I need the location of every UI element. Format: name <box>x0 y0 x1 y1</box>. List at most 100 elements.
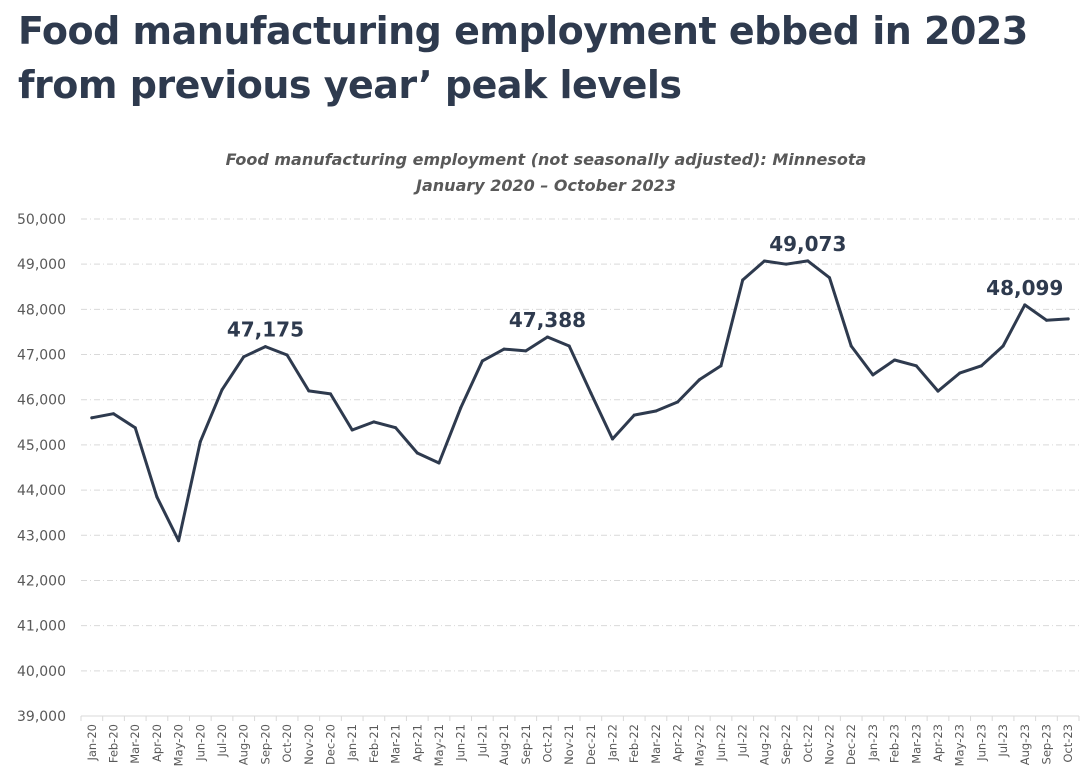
x-tick-label: Feb-20 <box>107 724 121 763</box>
x-tick-label: May-21 <box>432 724 446 766</box>
data-point <box>112 412 116 416</box>
x-tick-label: Oct-21 <box>540 724 554 763</box>
x-tick-label: Sep-21 <box>519 724 533 764</box>
data-point <box>589 391 593 395</box>
x-tick-label: May-23 <box>953 724 967 766</box>
data-point <box>654 409 658 413</box>
data-point <box>263 345 267 349</box>
data-point <box>480 359 484 363</box>
x-tick-label: Feb-21 <box>367 724 381 763</box>
chart-title: Food manufacturing employment (not seaso… <box>225 150 867 169</box>
data-point <box>871 373 875 377</box>
chart-subtitle: January 2020 – October 2023 <box>416 176 676 195</box>
series-line <box>90 259 1070 543</box>
y-tick-label: 45,000 <box>17 438 66 454</box>
y-axis: 39,000 40,000 41,000 42,000 43,000 44,000 45,0… <box>17 212 66 725</box>
x-tick-label: Oct-20 <box>280 724 294 763</box>
data-point <box>329 392 332 396</box>
y-tick-label: 39,000 <box>17 709 66 725</box>
x-tick-label: Apr-22 <box>671 724 685 762</box>
x-tick-label: Apr-23 <box>931 724 945 762</box>
data-point <box>828 276 831 280</box>
x-tick-label: Sep-23 <box>1039 724 1053 764</box>
data-point <box>177 539 181 543</box>
x-tick-label: Apr-21 <box>410 724 424 762</box>
data-point <box>1066 317 1070 321</box>
x-tick-label: Feb-22 <box>627 724 641 763</box>
data-point <box>242 355 246 359</box>
x-tick-label: Aug-23 <box>1018 724 1032 765</box>
x-tick-label: Jan-21 <box>345 724 359 762</box>
data-point <box>437 461 441 465</box>
data-point <box>502 347 506 351</box>
x-tick-label: Oct-23 <box>1061 724 1075 763</box>
x-tick-label: Jan-20 <box>85 724 99 762</box>
data-point <box>806 259 810 263</box>
data-point <box>394 426 398 430</box>
x-tick-label: May-22 <box>692 724 706 766</box>
data-point <box>784 262 788 266</box>
data-point <box>307 389 311 393</box>
x-tick-label: Dec-22 <box>844 724 858 765</box>
data-point <box>372 420 376 424</box>
data-point <box>1023 303 1027 307</box>
x-axis: Jan-20 Feb-20 Mar-20 Apr-20 May-20 Jun-20 Jul-… <box>80 715 1080 766</box>
data-point <box>90 416 94 420</box>
x-tick-label: Apr-20 <box>150 724 164 762</box>
data-point <box>285 353 289 357</box>
x-tick-label: Aug-20 <box>237 724 251 765</box>
x-tick-label: Dec-21 <box>584 724 598 765</box>
data-point <box>676 400 680 404</box>
x-tick-label: Jun-22 <box>714 724 728 762</box>
x-tick-label: Jun-21 <box>454 724 468 762</box>
data-point <box>632 413 636 417</box>
x-tick-label: Mar-22 <box>649 724 663 764</box>
data-point <box>567 344 571 348</box>
data-point <box>198 440 202 444</box>
data-point <box>545 335 549 339</box>
y-tick-label: 40,000 <box>17 664 66 680</box>
x-tick-label: Feb-23 <box>888 724 902 763</box>
data-point <box>849 344 853 348</box>
x-tick-label: Aug-21 <box>497 724 511 765</box>
x-tick-label: May-20 <box>172 724 186 766</box>
x-tick-label: Nov-20 <box>302 724 316 765</box>
y-tick-label: 42,000 <box>17 573 66 589</box>
data-point <box>350 428 354 432</box>
x-tick-label: Jun-23 <box>974 724 988 762</box>
data-label: 47,175 <box>227 318 304 342</box>
series-layer <box>90 259 1070 543</box>
x-tick-label: Aug-22 <box>757 724 771 765</box>
y-tick-label: 46,000 <box>17 393 66 409</box>
data-point <box>697 378 701 382</box>
y-tick-label: 47,000 <box>17 348 66 364</box>
data-point <box>611 437 615 441</box>
data-point <box>979 364 983 368</box>
data-point <box>936 389 940 393</box>
headline: Food manufacturing employment ebbed in 2… <box>18 9 1028 107</box>
data-point <box>524 349 528 353</box>
x-tick-label: Nov-21 <box>562 724 576 765</box>
data-point <box>1001 344 1005 348</box>
x-tick-label: Mar-20 <box>128 724 142 764</box>
x-tick-label: Nov-22 <box>823 724 837 765</box>
x-tick-label: Mar-21 <box>389 724 403 764</box>
y-tick-label: 44,000 <box>17 483 66 499</box>
x-tick-label: Jul-21 <box>475 724 489 758</box>
y-tick-label: 48,000 <box>17 302 66 318</box>
data-point <box>893 358 897 362</box>
data-point <box>133 426 137 430</box>
y-tick-label: 50,000 <box>17 212 66 228</box>
data-point <box>415 451 419 455</box>
data-point <box>741 278 745 282</box>
data-point <box>220 388 224 392</box>
data-point <box>1044 318 1048 322</box>
data-point <box>459 406 463 410</box>
data-labels: 47,175 47,388 49,073 48,099 <box>227 232 1064 342</box>
x-tick-label: Oct-22 <box>801 724 815 763</box>
data-point <box>914 364 918 368</box>
data-label: 47,388 <box>509 308 586 332</box>
x-tick-label: Jul-23 <box>996 724 1010 758</box>
data-label: 49,073 <box>769 232 846 256</box>
x-tick-label: Jun-20 <box>193 724 207 762</box>
